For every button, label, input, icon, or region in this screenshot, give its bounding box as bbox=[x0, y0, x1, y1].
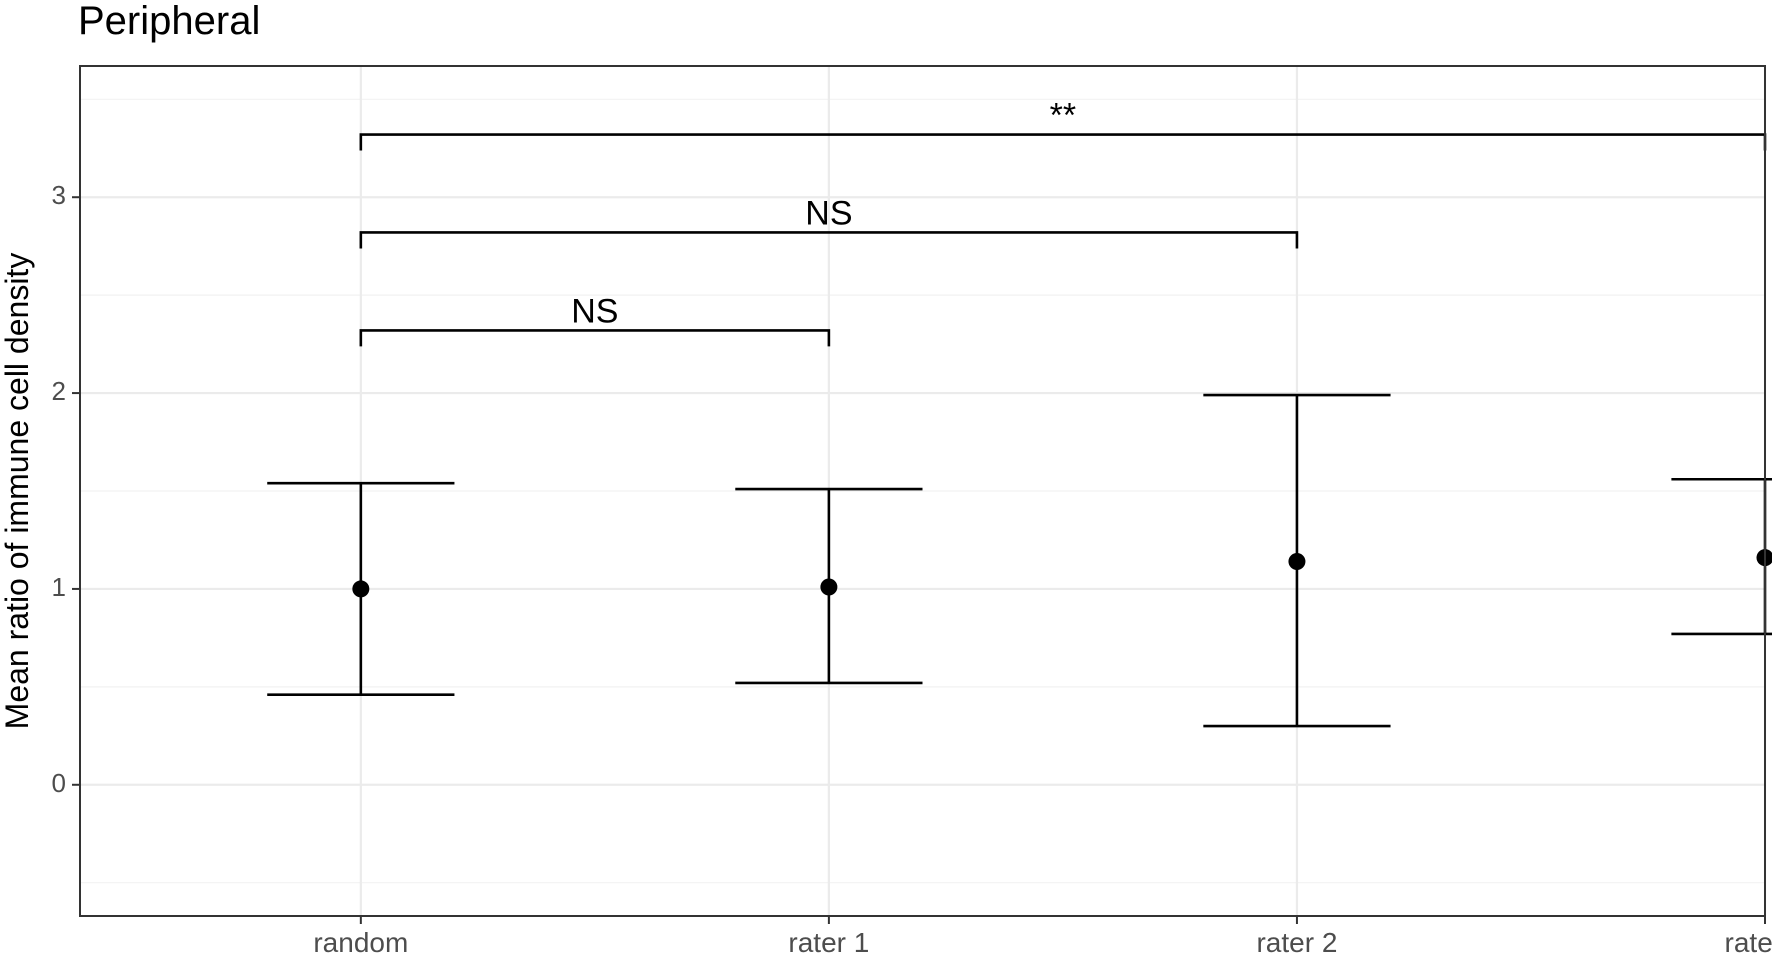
minor-gridlines bbox=[80, 98, 1765, 884]
x-tick-label: rater 1 bbox=[788, 927, 869, 958]
y-tick-label: 1 bbox=[52, 572, 66, 602]
y-axis-ticks: 0 1 2 3 bbox=[52, 180, 80, 798]
significance-brackets: NS NS ** bbox=[359, 97, 1767, 347]
significance-bracket bbox=[359, 231, 1299, 249]
significance-label: NS bbox=[805, 194, 852, 232]
chart-title: Peripheral bbox=[78, 0, 260, 43]
data-point bbox=[1288, 553, 1306, 571]
y-tick-label: 2 bbox=[52, 376, 66, 406]
x-axis-ticks: random rater 1 rater 2 rater 3 bbox=[313, 916, 1772, 958]
x-tick-label: rater 2 bbox=[1256, 927, 1337, 958]
error-bars bbox=[267, 393, 1772, 728]
data-points bbox=[352, 549, 1772, 598]
x-tick-label: random bbox=[313, 927, 408, 958]
y-tick-label: 3 bbox=[52, 180, 66, 210]
significance-bracket bbox=[359, 329, 831, 347]
data-point bbox=[820, 578, 838, 596]
significance-label: ** bbox=[1050, 97, 1076, 135]
y-axis-label: Mean ratio of immune cell density bbox=[0, 253, 35, 730]
x-tick-label: rater 3 bbox=[1725, 927, 1772, 958]
plot-panel-border bbox=[79, 65, 1766, 917]
y-tick-label: 0 bbox=[52, 768, 66, 798]
significance-bracket bbox=[359, 133, 1767, 151]
data-point bbox=[352, 580, 370, 598]
significance-label: NS bbox=[571, 292, 618, 330]
